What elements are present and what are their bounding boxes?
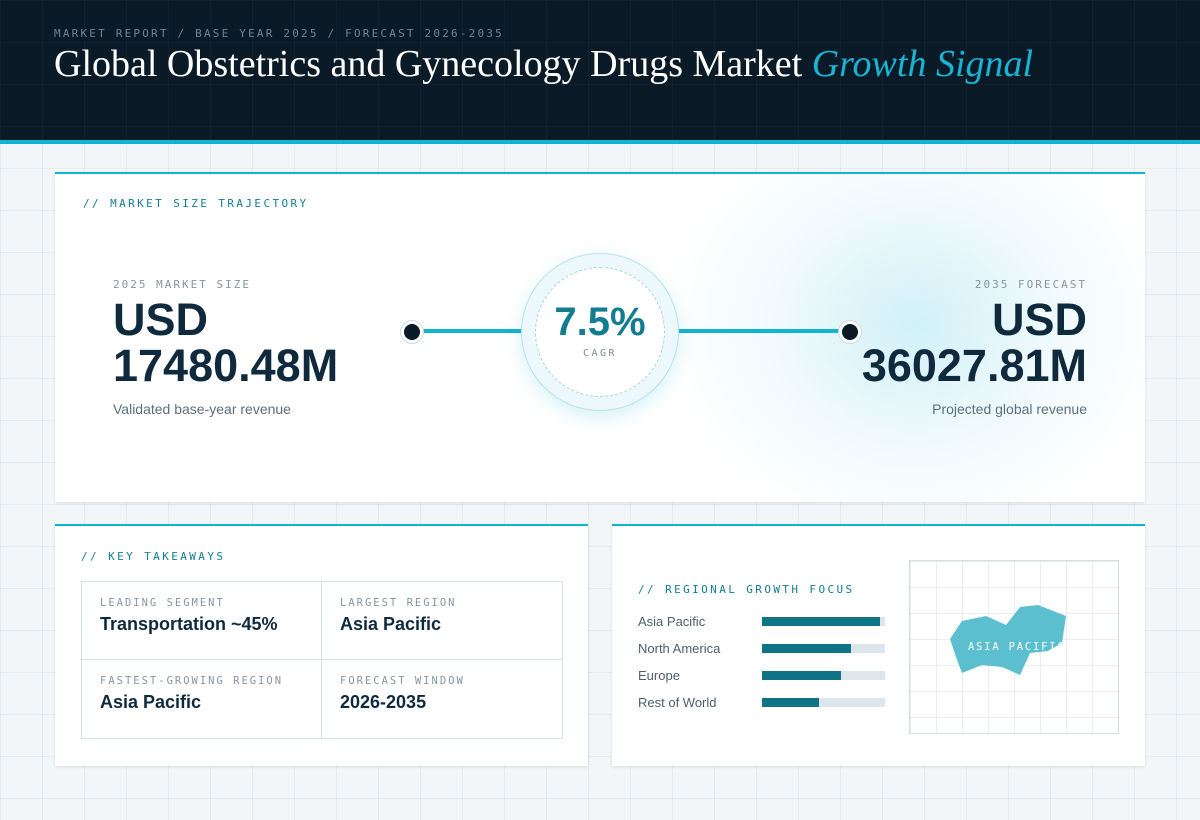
region-bar-label: Rest of World	[638, 695, 717, 710]
forecast-subtitle: Projected global revenue	[932, 401, 1087, 417]
regional-growth-card: // REGIONAL GROWTH FOCUS Asia Pacific No…	[612, 524, 1145, 766]
takeaway-label: LARGEST REGION	[340, 597, 457, 609]
asia-pacific-map-icon	[950, 605, 1066, 675]
page-title-main: Global Obstetrics and Gynecology Drugs M…	[54, 43, 803, 85]
region-bar-track	[762, 698, 885, 707]
takeaway-label: LEADING SEGMENT	[100, 597, 225, 609]
forecast-amount: 36027.81M	[861, 340, 1087, 391]
takeaway-label: FASTEST-GROWING REGION	[100, 675, 284, 687]
region-bar-row: Rest of World	[638, 693, 888, 713]
cagr-label: CAGR	[582, 348, 618, 359]
region-bar-row: Asia Pacific	[638, 612, 888, 632]
takeaway-forecast-window: FORECAST WINDOW 2026-2035	[322, 660, 562, 738]
region-bar-row: North America	[638, 639, 888, 659]
cagr-value: 7.5%	[554, 300, 646, 344]
region-bar-row: Europe	[638, 666, 888, 686]
report-header: MARKET REPORT / BASE YEAR 2025 / FORECAS…	[0, 0, 1200, 144]
takeaways-grid: LEADING SEGMENT Transportation ~45% LARG…	[81, 581, 563, 739]
base-subtitle: Validated base-year revenue	[113, 401, 291, 417]
market-size-trajectory-card: // MARKET SIZE TRAJECTORY 2025 MARKET SI…	[55, 172, 1145, 502]
takeaway-value: Asia Pacific	[100, 692, 202, 712]
region-bar-label: Asia Pacific	[638, 614, 706, 629]
base-caption: 2025 MARKET SIZE	[113, 278, 251, 291]
region-map: ASIA PACIFIC	[909, 560, 1119, 734]
region-bar-fill	[762, 698, 819, 707]
base-market-size: 2025 MARKET SIZE USD 17480.48M Validated…	[113, 278, 338, 417]
forecast-caption: 2035 FORECAST	[974, 278, 1087, 291]
page-title: Global Obstetrics and Gynecology Drugs M…	[54, 42, 1033, 86]
region-bar-track	[762, 671, 885, 680]
base-currency: USD	[113, 294, 209, 345]
takeaway-label: FORECAST WINDOW	[340, 675, 465, 687]
takeaways-section-label: // KEY TAKEAWAYS	[81, 550, 226, 563]
region-bar-label: Europe	[638, 668, 680, 683]
map-region-label: ASIA PACIFIC	[968, 641, 1066, 653]
region-bar-fill	[762, 644, 851, 653]
region-bar-track	[762, 644, 885, 653]
forecast-market-size: 2035 FORECAST USD 36027.81M Projected gl…	[862, 278, 1087, 417]
key-takeaways-card: // KEY TAKEAWAYS LEADING SEGMENT Transpo…	[55, 524, 588, 766]
takeaway-value: 2026-2035	[340, 692, 427, 712]
trajectory-section-label: // MARKET SIZE TRAJECTORY	[83, 197, 309, 210]
takeaway-value: Transportation ~45%	[100, 614, 278, 634]
base-amount: 17480.48M	[113, 340, 339, 391]
cagr-inner-circle: 7.5% CAGR	[535, 267, 665, 397]
region-bar-label: North America	[638, 641, 721, 656]
takeaway-fastest-region: FASTEST-GROWING REGION Asia Pacific	[82, 660, 322, 738]
end-point-marker	[839, 321, 861, 343]
region-bar-track	[762, 617, 885, 626]
breadcrumb: MARKET REPORT / BASE YEAR 2025 / FORECAS…	[54, 27, 504, 40]
region-bar-fill	[762, 671, 841, 680]
takeaway-largest-region: LARGEST REGION Asia Pacific	[322, 582, 562, 660]
asia-pacific-shape	[950, 605, 1066, 675]
start-point-marker	[401, 321, 423, 343]
region-bar-fill	[762, 617, 881, 626]
takeaway-value: Asia Pacific	[340, 614, 442, 634]
forecast-currency: USD	[991, 294, 1087, 345]
takeaway-leading-segment: LEADING SEGMENT Transportation ~45%	[82, 582, 322, 660]
background-glow	[675, 174, 1145, 502]
page-title-accent: Growth Signal	[811, 43, 1034, 85]
regional-section-label: // REGIONAL GROWTH FOCUS	[638, 583, 855, 596]
cagr-badge: 7.5% CAGR	[521, 253, 679, 411]
